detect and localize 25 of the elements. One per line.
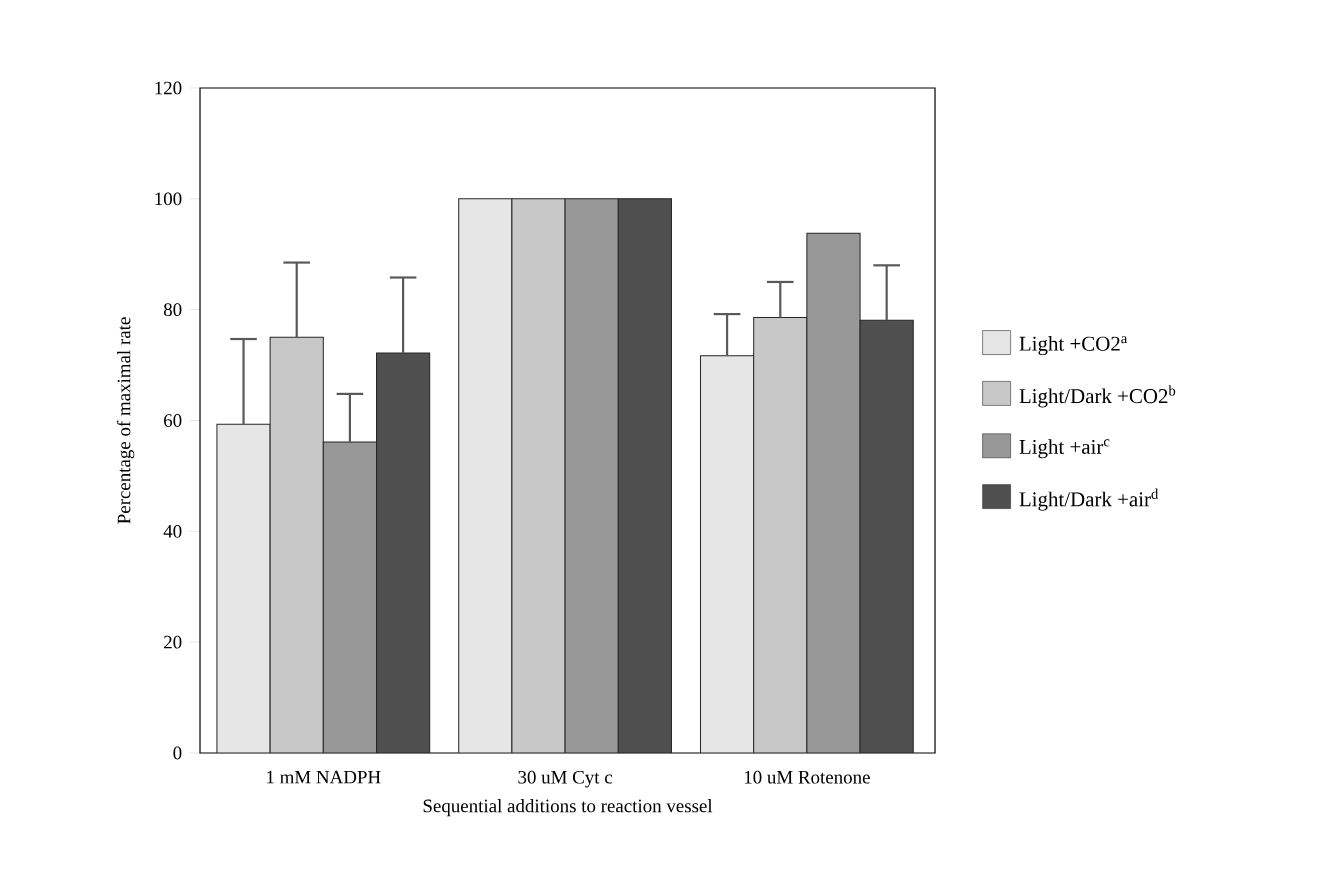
legend-label: Light +air$^{c}$ bbox=[1019, 439, 1110, 459]
bar bbox=[699, 355, 755, 753]
y-tick-label: 0 bbox=[173, 746, 182, 760]
y-tick-label: 120 bbox=[155, 81, 182, 95]
bar bbox=[216, 423, 271, 753]
y-tick-label: 40 bbox=[163, 524, 182, 538]
bar bbox=[458, 198, 513, 753]
y-axis-title: Percentage of maximal rate bbox=[116, 317, 135, 524]
legend-label: Light/Dark +air$^{d}$ bbox=[1019, 488, 1159, 511]
bar bbox=[806, 232, 861, 753]
x-tick-label: 1 mM NADPH bbox=[267, 770, 381, 784]
bar bbox=[322, 441, 378, 753]
y-tick-label: 20 bbox=[164, 635, 182, 649]
bar bbox=[753, 316, 808, 753]
y-tick-label: 80 bbox=[163, 303, 182, 317]
x-axis-title: Sequential additions to reaction vessel bbox=[423, 799, 713, 817]
legend-label: Light +CO2$^{a}$ bbox=[1019, 336, 1128, 356]
legend-label: Light/Dark +CO2$^{b}$ bbox=[1019, 385, 1176, 408]
bar bbox=[511, 198, 566, 753]
bar bbox=[564, 198, 619, 753]
bar bbox=[269, 336, 324, 753]
y-tick-label: 60 bbox=[164, 414, 182, 427]
x-tick-label: 30 uM Cyt c bbox=[518, 770, 613, 788]
y-tick-label: 100 bbox=[155, 192, 182, 206]
x-tick-label: 10 uM Rotenone bbox=[744, 770, 870, 784]
